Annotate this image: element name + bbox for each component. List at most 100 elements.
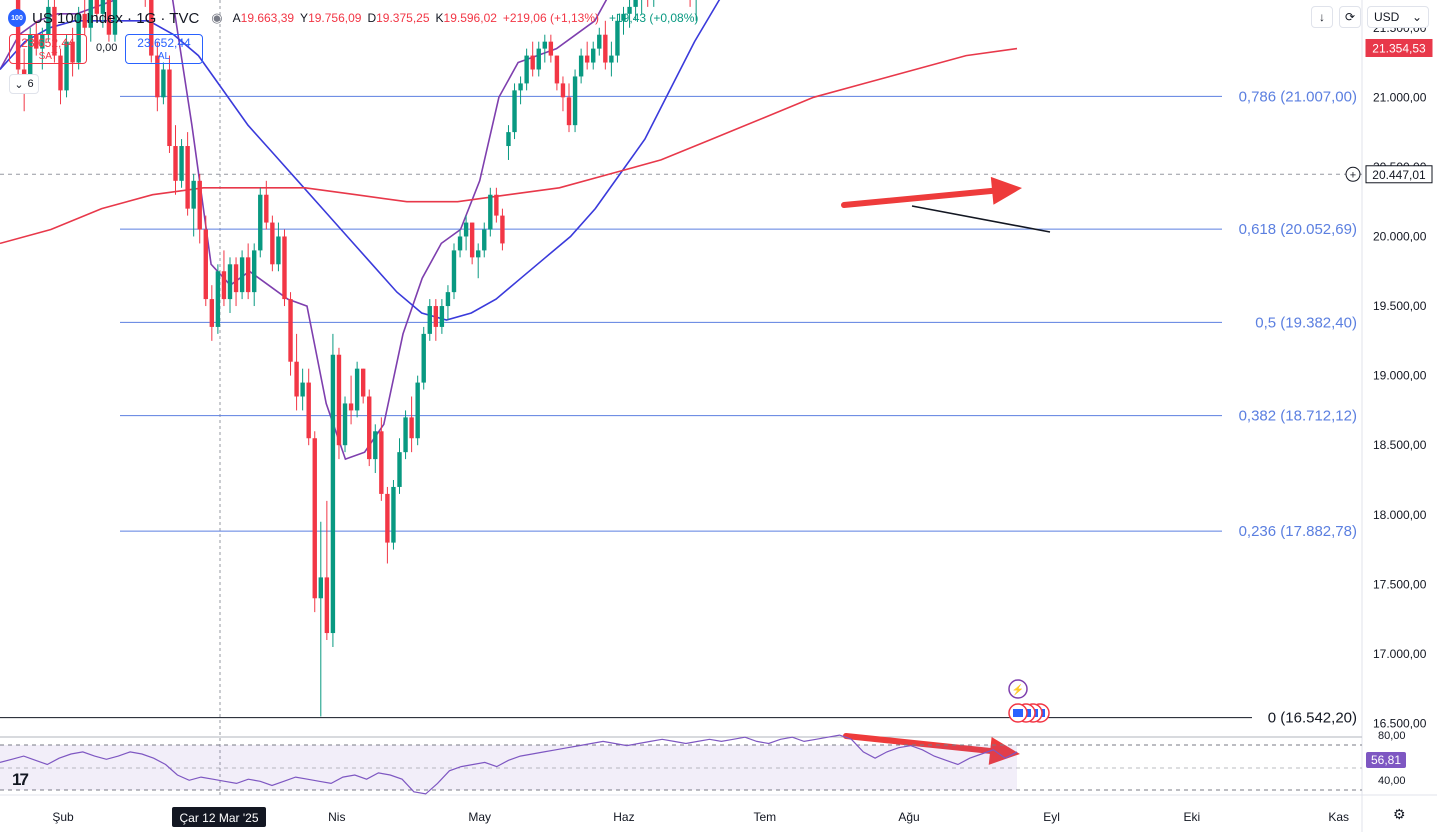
fib-label: 0,786 (21.007,00) xyxy=(1239,88,1357,105)
candle-body xyxy=(542,41,547,49)
candle-body xyxy=(239,257,245,293)
sell-price: 23.652,44 xyxy=(21,36,75,50)
moving-average-line xyxy=(0,0,721,321)
candle-body xyxy=(324,577,330,634)
candle-body xyxy=(215,271,221,327)
candle-body xyxy=(615,20,620,56)
candle-body xyxy=(282,236,287,300)
candle-body xyxy=(494,194,499,216)
indicator-count: 6 xyxy=(27,78,34,90)
candle-body xyxy=(530,55,535,70)
candle-body xyxy=(554,55,560,84)
price-label xyxy=(1365,38,1433,57)
candle-body xyxy=(524,55,529,84)
change-value: +219,06 (+1,13%) xyxy=(502,11,599,25)
buy-button[interactable]: 23.652,44 AL xyxy=(125,34,203,64)
candle-body xyxy=(445,292,451,307)
candle-body xyxy=(318,577,324,599)
moving-average-line xyxy=(0,47,1018,245)
candle-body xyxy=(597,34,602,49)
spread-value: 0,00 xyxy=(96,42,118,54)
candle-body xyxy=(348,403,354,411)
lightning-glyph: ⚡ xyxy=(1012,683,1024,696)
ohlc-values: A19.663,39 Y19.756,09 D19.375,25 K19.596,02… xyxy=(232,11,699,25)
change-value-2: +19,43 (+0,08%) xyxy=(609,11,699,25)
candle-body xyxy=(100,0,106,14)
candle-body xyxy=(427,306,432,334)
chevron-down-icon: ⌄ xyxy=(1411,10,1422,24)
candle-body xyxy=(578,55,584,77)
candle-body xyxy=(566,97,572,126)
candle-body xyxy=(88,0,93,28)
price-tick: 19.500,00 xyxy=(1373,299,1427,313)
refresh-icon[interactable]: ⟳ xyxy=(1339,6,1361,28)
candle-body xyxy=(512,90,517,133)
fib-label: 0 (16.542,20) xyxy=(1268,710,1357,727)
rsi-value: 56,81 xyxy=(1371,753,1401,767)
candle-body xyxy=(342,403,348,446)
plus-icon xyxy=(1345,166,1361,182)
candle-body xyxy=(312,438,317,599)
candle-body xyxy=(28,34,33,84)
time-tick: Tem xyxy=(753,810,776,824)
eye-icon[interactable]: ◉ xyxy=(211,10,223,25)
candle-body xyxy=(433,306,439,327)
candle-body xyxy=(482,229,487,251)
rsi-tick: 80,00 xyxy=(1378,730,1406,742)
price-tick: 21.000,00 xyxy=(1373,90,1427,104)
candle-body xyxy=(191,180,196,209)
lightning-icon xyxy=(1008,679,1028,699)
candle-body xyxy=(276,236,281,265)
sell-button[interactable]: 23.652,44 SAT xyxy=(9,34,87,64)
candle-body xyxy=(264,194,269,223)
candle-body xyxy=(391,486,396,543)
candle-body xyxy=(233,264,239,293)
candle-body xyxy=(609,55,614,63)
time-tick: Şub xyxy=(52,810,74,824)
candle-body xyxy=(415,382,420,439)
candle-body xyxy=(294,361,299,397)
symbol-title[interactable]: US 100 Index · 1G · TVC xyxy=(32,9,200,27)
time-tick: Kas xyxy=(1328,810,1349,824)
indicators-collapse-button[interactable]: ⌄ 6 xyxy=(9,74,39,94)
price-tick: 20.000,00 xyxy=(1373,229,1427,243)
fib-label: 0,236 (17.882,78) xyxy=(1239,523,1357,540)
candle-body xyxy=(476,250,481,258)
currency-label: USD xyxy=(1374,10,1400,24)
candle-body xyxy=(185,146,190,209)
rsi-value-badge xyxy=(1366,752,1406,768)
candle-body xyxy=(209,299,215,327)
candle-body xyxy=(64,41,69,91)
event-icons: ⚡ xyxy=(1008,679,1050,723)
price-tick: 19.000,00 xyxy=(1373,369,1427,383)
price-label-text: 21.354,53 xyxy=(1372,41,1426,55)
currency-select[interactable]: USD ⌄ xyxy=(1367,6,1429,28)
candle-body xyxy=(439,306,445,327)
trend-line xyxy=(911,205,1051,233)
price-tick: 17.000,00 xyxy=(1373,647,1427,661)
candle-body xyxy=(536,48,541,70)
crosshair-date-badge xyxy=(172,807,266,827)
time-tick: Ağu xyxy=(898,810,919,824)
candle-body xyxy=(52,6,57,56)
candle-body xyxy=(360,368,366,397)
candle-body xyxy=(385,493,390,543)
candle-body xyxy=(58,55,63,91)
candle-body xyxy=(270,222,275,265)
candle-body xyxy=(106,0,112,35)
rsi-line xyxy=(0,734,1018,795)
rsi-arrow-head xyxy=(988,736,1020,765)
rsi-tick: 40,00 xyxy=(1378,775,1406,787)
download-icon[interactable]: ↓ xyxy=(1311,6,1333,28)
candle-body xyxy=(403,417,408,453)
symbol-logo: 100 xyxy=(8,9,26,27)
candle-body xyxy=(548,41,554,56)
moving-averages xyxy=(0,0,1018,461)
fib-label: 0,382 (18.712,12) xyxy=(1239,408,1357,425)
gear-icon[interactable]: ⚙ xyxy=(1393,806,1406,822)
annotations: ⚡ xyxy=(841,176,1051,765)
time-axis[interactable]: ŞubMarNisMayHazTemAğuEylEkiKasÇar 12 Mar… xyxy=(52,807,1349,827)
price-axis[interactable]: 16.500,00 17.000,00 17.500,00 18.000,00 18.5… xyxy=(1334,0,1433,731)
